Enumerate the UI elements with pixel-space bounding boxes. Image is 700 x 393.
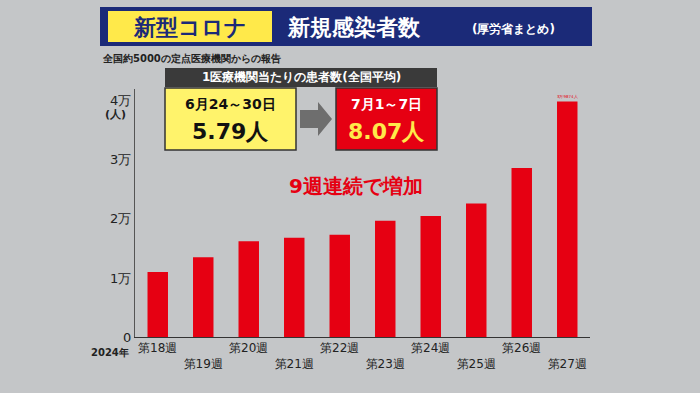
svg-text:第25週: 第25週 xyxy=(457,357,496,371)
svg-text:6月24～30日: 6月24～30日 xyxy=(185,96,276,112)
svg-text:(人): (人) xyxy=(105,108,126,121)
svg-text:1万: 1万 xyxy=(110,271,131,286)
svg-text:第22週: 第22週 xyxy=(320,341,359,355)
svg-text:3万9874人: 3万9874人 xyxy=(557,94,578,99)
svg-text:第18週: 第18週 xyxy=(138,341,177,355)
svg-text:(厚労省まとめ): (厚労省まとめ) xyxy=(472,22,555,36)
svg-text:新型コロナ: 新型コロナ xyxy=(133,15,247,40)
svg-text:第19週: 第19週 xyxy=(184,357,223,371)
svg-text:0: 0 xyxy=(123,330,131,345)
svg-text:第21週: 第21週 xyxy=(275,357,314,371)
svg-text:新規感染者数: 新規感染者数 xyxy=(287,15,421,40)
svg-text:2万: 2万 xyxy=(110,211,131,226)
svg-text:4万: 4万 xyxy=(110,93,131,108)
svg-text:2024年: 2024年 xyxy=(91,347,129,358)
svg-text:第27週: 第27週 xyxy=(548,357,587,371)
svg-text:8.07人: 8.07人 xyxy=(348,119,425,144)
svg-text:第24週: 第24週 xyxy=(411,341,450,355)
svg-text:9週連続で増加: 9週連続で増加 xyxy=(289,174,423,198)
svg-text:7月1～7日: 7月1～7日 xyxy=(351,96,422,112)
svg-text:第23週: 第23週 xyxy=(366,357,405,371)
svg-text:全国約5000の定点医療機関からの報告: 全国約5000の定点医療機関からの報告 xyxy=(102,53,281,64)
svg-text:1医療機関当たりの患者数(全国平均): 1医療機関当たりの患者数(全国平均) xyxy=(202,70,401,84)
svg-text:第20週: 第20週 xyxy=(229,341,268,355)
svg-text:3万: 3万 xyxy=(110,152,131,167)
svg-text:第26週: 第26週 xyxy=(502,341,541,355)
svg-text:5.79人: 5.79人 xyxy=(192,119,269,144)
